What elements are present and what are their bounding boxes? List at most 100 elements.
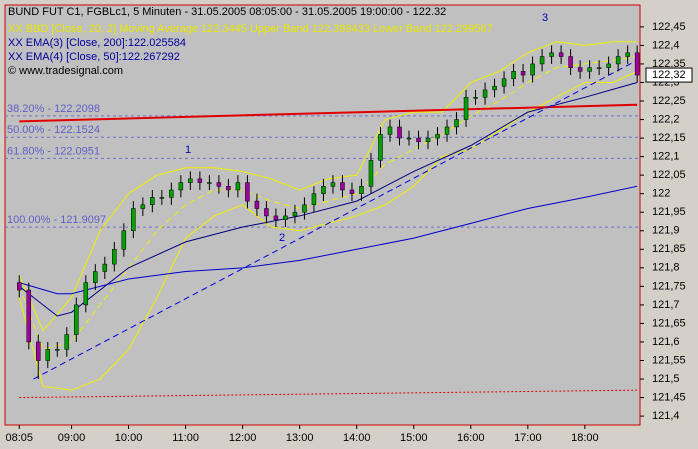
candle-body — [311, 193, 317, 206]
candle-body — [425, 137, 431, 143]
y-tick-label: 121,85 — [652, 243, 686, 255]
candle-body — [634, 52, 640, 76]
candle-body — [558, 52, 564, 57]
candle-body — [520, 71, 526, 76]
y-tick-label: 121,45 — [652, 391, 686, 403]
candle-body — [74, 304, 79, 335]
y-tick-label: 121,75 — [652, 280, 686, 292]
candle-body — [463, 97, 469, 120]
candle-body — [596, 67, 602, 69]
candle-body — [64, 334, 70, 350]
legend-entry: XX BBD [Close, 20, 2] Moving Average 122… — [8, 23, 493, 35]
candle-body — [568, 56, 573, 68]
candle-body — [150, 197, 155, 206]
y-tick-label: 121,9 — [652, 225, 680, 237]
overlay-line — [18, 56, 638, 350]
x-tick-label: 16:00 — [457, 432, 485, 444]
x-tick-label: 12:00 — [229, 432, 257, 444]
candle-body — [26, 289, 32, 343]
candle-body — [102, 263, 108, 272]
y-tick-label: 122,05 — [652, 169, 686, 181]
wave-label: 3 — [542, 12, 548, 24]
candle-body — [140, 204, 146, 209]
y-tick-label: 122 — [652, 188, 670, 200]
candle-body — [83, 282, 89, 306]
y-tick-label: 121,65 — [652, 317, 686, 329]
candle-body — [264, 208, 269, 217]
candle-body — [397, 126, 402, 139]
overlay-line — [19, 389, 638, 399]
y-tick-label: 122,35 — [652, 58, 686, 70]
candle-body — [378, 134, 383, 161]
candle-body — [454, 119, 459, 128]
x-tick-label: 13:00 — [286, 432, 314, 444]
candle-body — [511, 71, 516, 80]
y-tick-label: 122,1 — [652, 151, 680, 163]
candle-body — [606, 63, 611, 68]
chart-title: BUND FUT C1, FGBLc1, 5 Minuten - 31.05.2… — [8, 6, 446, 18]
wave-label: 2 — [279, 232, 285, 244]
candle-body — [587, 67, 592, 72]
y-tick-label: 122,4 — [652, 39, 680, 51]
candle-body — [131, 208, 136, 232]
candle-body — [45, 349, 51, 361]
candle-body — [359, 186, 364, 194]
candle-body — [93, 271, 98, 283]
level-label: 100.00% - 121.9097 — [7, 214, 106, 226]
candle-body — [178, 182, 184, 191]
x-tick-label: 14:00 — [343, 432, 371, 444]
wave-label: 1 — [185, 144, 191, 156]
y-tick-label: 121,5 — [652, 373, 680, 385]
candle-body — [302, 204, 307, 213]
candle-body — [349, 189, 355, 194]
x-tick-label: 09:00 — [58, 432, 86, 444]
legend-entry: XX EMA(4) [Close, 50]:122.267292 — [8, 51, 180, 63]
candle-body — [121, 230, 127, 250]
y-tick-label: 121,95 — [652, 206, 686, 218]
candle-body — [17, 282, 22, 291]
candle-body — [387, 126, 393, 135]
candle-body — [549, 52, 554, 57]
x-tick-label: 15:00 — [400, 432, 428, 444]
candle-body — [245, 182, 250, 202]
candle-body — [283, 215, 288, 220]
y-tick-label: 122,2 — [652, 113, 680, 125]
candle-body — [625, 52, 630, 57]
candle-body — [169, 189, 174, 198]
candle-body — [501, 78, 507, 87]
x-tick-label: 08:05 — [5, 432, 33, 444]
y-tick-label: 121,7 — [652, 299, 680, 311]
overlay-line — [33, 59, 638, 380]
x-tick-label: 10:00 — [115, 432, 143, 444]
legend-entry: XX EMA(3) [Close, 200]:122.025584 — [8, 37, 186, 49]
candle-body — [55, 349, 60, 351]
y-tick-label: 122,25 — [652, 95, 686, 107]
candle-body — [216, 182, 222, 187]
candle-body — [473, 97, 478, 99]
candle-body — [159, 197, 165, 199]
candle-body — [577, 67, 583, 72]
candle-body — [492, 85, 497, 91]
candle-body — [112, 249, 117, 265]
level-label: 50.00% - 122.1524 — [7, 124, 100, 136]
candle-body — [207, 182, 212, 184]
candle-body — [254, 200, 260, 209]
candle-body — [416, 137, 421, 143]
plot-layer — [5, 41, 640, 399]
candle-body — [188, 178, 193, 183]
level-label: 38.20% - 122.2098 — [7, 103, 100, 115]
candle-body — [482, 89, 488, 98]
x-tick-label: 18:00 — [571, 432, 599, 444]
last-price-label: 122,32 — [652, 69, 686, 81]
candle-body — [444, 126, 450, 135]
candle-body — [321, 186, 326, 194]
y-tick-label: 122,45 — [652, 21, 686, 33]
candle-body — [226, 186, 231, 191]
level-label: 61.80% - 122.0951 — [7, 145, 100, 157]
candle-body — [292, 211, 298, 217]
y-tick-label: 121,8 — [652, 262, 680, 274]
candle-body — [197, 178, 203, 183]
candle-body — [273, 215, 279, 220]
last-price-box — [645, 67, 693, 83]
